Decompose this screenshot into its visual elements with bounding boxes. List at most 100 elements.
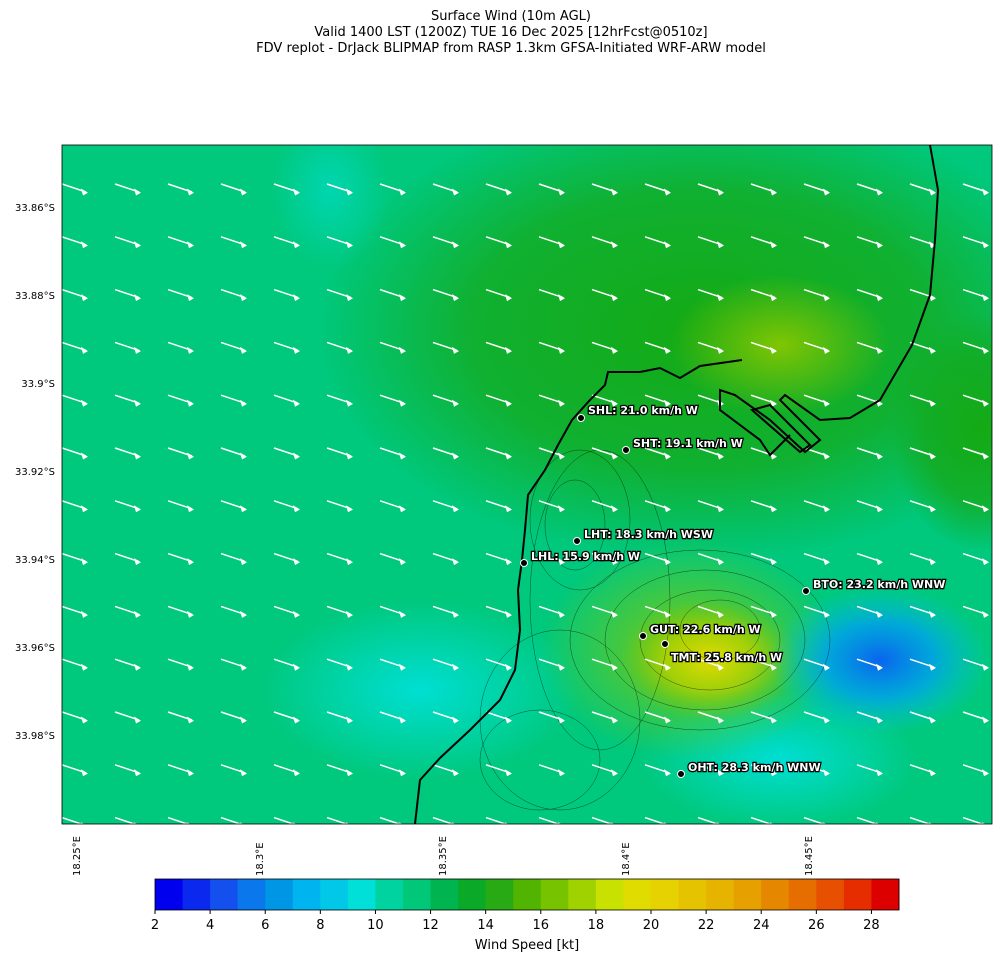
arrow-head	[982, 769, 989, 777]
arrow-head	[876, 558, 883, 566]
arrow-head	[876, 505, 883, 513]
arrow-head	[823, 505, 830, 513]
colorbar-tick-label: 20	[643, 918, 660, 933]
arrow-head	[81, 188, 88, 196]
lon-label: 18.45°E	[804, 836, 815, 876]
arrow-head	[134, 663, 141, 671]
arrow-head	[452, 769, 459, 777]
arrow-head	[823, 452, 830, 460]
field-region	[890, 310, 992, 550]
arrow-head	[346, 346, 353, 354]
arrow-head	[558, 294, 565, 302]
arrow-head	[929, 716, 936, 724]
arrow-head	[81, 663, 88, 671]
arrow-head	[611, 399, 618, 407]
wind-arrow	[591, 816, 614, 824]
arrow-head	[611, 716, 618, 724]
arrow-head	[982, 452, 989, 460]
title-line: FDV replot - DrJack BLIPMAP from RASP 1.…	[256, 41, 766, 56]
arrow-head	[134, 346, 141, 354]
arrow-head	[929, 769, 936, 777]
arrow-head	[823, 399, 830, 407]
colorbar-bin	[210, 879, 239, 910]
arrow-head	[558, 558, 565, 566]
arrow-head	[346, 399, 353, 407]
arrow-head	[293, 822, 297, 824]
arrow-head	[293, 505, 300, 513]
arrow-head	[399, 610, 406, 618]
arrow-head	[770, 505, 777, 513]
arrow-head	[452, 346, 459, 354]
arrow-head	[505, 822, 509, 824]
colorbar-bin	[513, 879, 542, 910]
station-label: GUT: 22.6 km/h W	[650, 623, 761, 636]
arrow-head	[558, 188, 565, 196]
arrow-head	[982, 663, 989, 671]
field-region	[770, 585, 990, 735]
arrow-head	[611, 822, 615, 824]
lat-label: 33.98°S	[15, 731, 55, 742]
field-region	[670, 275, 890, 415]
lat-label: 33.94°S	[15, 555, 55, 566]
colorbar-bin	[347, 879, 376, 910]
arrow-head	[558, 399, 565, 407]
arrow-head	[505, 610, 512, 618]
arrow-head	[293, 663, 300, 671]
arrow-head	[823, 610, 830, 618]
arrow-head	[452, 294, 459, 302]
arrow-head	[399, 663, 406, 671]
arrow-head	[929, 822, 933, 824]
arrow-head	[240, 716, 247, 724]
arrow-head	[876, 241, 883, 249]
arrow-head	[611, 610, 618, 618]
stations: SHL: 21.0 km/h W SHT: 19.1 km/h W LHT: 18.…	[520, 403, 947, 778]
arrow-head	[717, 346, 724, 354]
colorbar-bin	[403, 879, 432, 910]
title-line: Surface Wind (10m AGL)	[431, 9, 591, 24]
arrow-head	[134, 294, 141, 302]
arrow-head	[187, 241, 194, 249]
arrow-head	[81, 822, 85, 824]
arrow-head	[399, 558, 406, 566]
wind-arrow	[962, 816, 985, 824]
arrow-head	[240, 346, 247, 354]
arrow-head	[452, 452, 459, 460]
lat-label: 33.9°S	[21, 379, 55, 390]
station-dot	[639, 632, 647, 640]
arrow-head	[452, 505, 459, 513]
arrow-head	[240, 558, 247, 566]
arrow-head	[558, 716, 565, 724]
arrow-head	[558, 610, 565, 618]
station-label: OHT: 28.3 km/h WNW	[688, 761, 821, 774]
arrow-head	[399, 769, 406, 777]
arrow-head	[717, 452, 724, 460]
arrow-head	[187, 346, 194, 354]
colorbar-tick-label: 24	[753, 918, 770, 933]
arrow-head	[187, 663, 194, 671]
arrow-head	[452, 716, 459, 724]
colorbar-bin	[595, 879, 624, 910]
arrow-head	[770, 663, 777, 671]
arrow-head	[929, 663, 936, 671]
arrow-head	[823, 294, 830, 302]
arrow-head	[770, 399, 777, 407]
arrow-head	[81, 241, 88, 249]
station-dot	[677, 770, 685, 778]
arrow-head	[452, 822, 456, 824]
map-field	[62, 145, 992, 824]
colorbar: 2 4 6 8 10 12 14 16 18 20 22 24 26 28	[151, 878, 900, 933]
arrow-head	[717, 294, 724, 302]
arrow-head	[664, 610, 671, 618]
arrow-head	[982, 610, 989, 618]
wind-arrow	[644, 816, 667, 824]
colorbar-bin	[843, 879, 872, 910]
arrow-head	[664, 716, 671, 724]
arrow-head	[293, 769, 300, 777]
arrow-head	[134, 188, 141, 196]
colorbar-tick-label: 12	[422, 918, 439, 933]
arrow-head	[81, 558, 88, 566]
wind-arrow	[432, 816, 455, 824]
arrow-head	[134, 399, 141, 407]
arrow-head	[876, 716, 883, 724]
arrow-head	[346, 610, 353, 618]
